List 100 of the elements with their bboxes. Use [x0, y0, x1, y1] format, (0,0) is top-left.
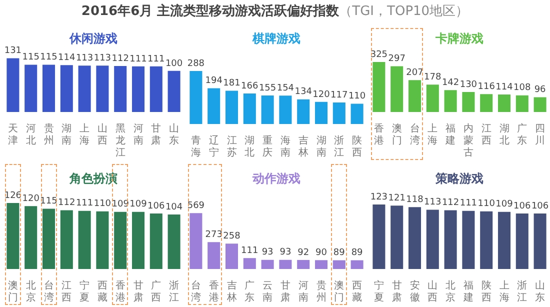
bar — [444, 210, 457, 269]
data-label: 89 — [333, 248, 346, 258]
data-label: 108 — [514, 83, 532, 94]
x-tick-label: 河北 — [26, 122, 36, 147]
bar — [314, 102, 328, 124]
x-tick-label: 北京 — [26, 280, 36, 304]
bar — [6, 202, 20, 269]
x-tick-label: 山东 — [169, 122, 180, 147]
data-label: 142 — [442, 78, 460, 88]
x-tick-label: 湖南 — [316, 134, 326, 159]
x-tick-label: 山东 — [535, 280, 546, 304]
bar — [114, 212, 127, 269]
x-tick-label: 陕西 — [352, 134, 362, 159]
data-label: 123 — [370, 192, 388, 202]
x-tick-label: 台湾 — [44, 280, 54, 304]
x-tick-label: 香港 — [374, 122, 384, 147]
bar — [225, 244, 238, 269]
bar — [261, 260, 274, 269]
bar — [132, 66, 145, 112]
data-label: 113 — [76, 53, 94, 64]
data-label: 110 — [94, 199, 112, 210]
x-tick-label: 内蒙古 — [463, 122, 474, 159]
x-tick-label: 青海 — [190, 134, 201, 159]
chart-title: 棋牌游戏 — [252, 31, 300, 46]
data-label: 112 — [442, 198, 460, 208]
x-tick-label: 甘肃 — [280, 280, 290, 304]
text: 2016年6月 主流类型移动游戏活跃偏好指数 — [81, 4, 340, 19]
x-tick-label: 海南 — [280, 134, 290, 159]
x-tick-label: 贵州 — [316, 280, 326, 304]
data-label: 114 — [496, 82, 514, 92]
data-label: 111 — [460, 198, 478, 209]
data-label: 258 — [223, 231, 241, 242]
data-label: 110 — [478, 199, 496, 210]
data-label: 134 — [294, 87, 312, 98]
bar — [132, 212, 145, 269]
bar — [60, 210, 73, 269]
bar — [444, 90, 457, 112]
data-label: 106 — [531, 201, 549, 212]
x-tick-label: 山西 — [97, 122, 108, 147]
data-label: 111 — [130, 54, 147, 64]
bar — [24, 64, 38, 112]
x-tick-label: 西藏 — [97, 280, 108, 304]
x-tick-label: 广东 — [517, 122, 528, 147]
bar — [24, 206, 38, 269]
bar — [372, 204, 386, 269]
x-tick-label: 北京 — [446, 280, 456, 304]
bar — [279, 96, 292, 124]
x-tick-label: 澳门 — [392, 122, 402, 147]
data-label: 113 — [424, 198, 442, 208]
bar — [390, 66, 404, 112]
data-label: 111 — [76, 198, 94, 209]
data-label: 93 — [262, 248, 274, 258]
x-tick-label: 广东 — [244, 280, 255, 304]
bar — [408, 207, 422, 269]
x-tick-label: 上海 — [499, 280, 510, 304]
x-tick-label: 重庆 — [262, 134, 273, 159]
bar — [462, 210, 475, 269]
x-tick-label: 宁夏 — [80, 280, 90, 304]
bar — [408, 80, 422, 112]
bar — [498, 212, 511, 269]
bar — [42, 208, 56, 269]
bar — [190, 71, 202, 124]
data-label: 92 — [298, 248, 310, 258]
data-label: 120 — [312, 90, 330, 100]
bar — [534, 97, 546, 112]
chart-title: 动作游戏 — [252, 171, 300, 186]
bar — [96, 66, 109, 112]
bar — [534, 213, 546, 269]
data-label: 104 — [165, 202, 183, 212]
bar — [78, 210, 91, 269]
data-label: 297 — [388, 54, 406, 64]
data-label: 130 — [460, 80, 478, 90]
bar — [78, 66, 91, 112]
data-label: 155 — [258, 83, 276, 94]
bar — [243, 258, 256, 269]
data-label: 116 — [478, 82, 496, 92]
x-tick-label: 广西 — [151, 280, 162, 304]
x-tick-label: 江西 — [62, 280, 72, 304]
data-label: 110 — [348, 92, 366, 102]
data-label: 114 — [58, 53, 76, 64]
data-label: 569 — [187, 200, 205, 211]
x-tick-label: 云南 — [262, 280, 273, 304]
bar — [480, 211, 493, 269]
bar — [42, 64, 56, 112]
bar — [390, 206, 404, 269]
text: （TGI，TOP10地区） — [339, 4, 469, 19]
x-tick-label: 湖北 — [499, 122, 510, 147]
data-label: 273 — [205, 230, 222, 240]
bar — [332, 102, 346, 124]
data-label: 106 — [148, 201, 166, 212]
x-tick-label: 上海 — [428, 122, 438, 147]
data-label: 117 — [330, 90, 348, 100]
data-label: 100 — [165, 58, 183, 69]
data-label: 115 — [40, 52, 58, 63]
x-tick-label: 澳门 — [8, 280, 18, 304]
bar — [350, 104, 364, 124]
bar — [60, 65, 73, 112]
data-label: 111 — [241, 246, 258, 256]
x-tick-label: 浙江 — [169, 280, 180, 304]
data-label: 93 — [280, 248, 292, 258]
